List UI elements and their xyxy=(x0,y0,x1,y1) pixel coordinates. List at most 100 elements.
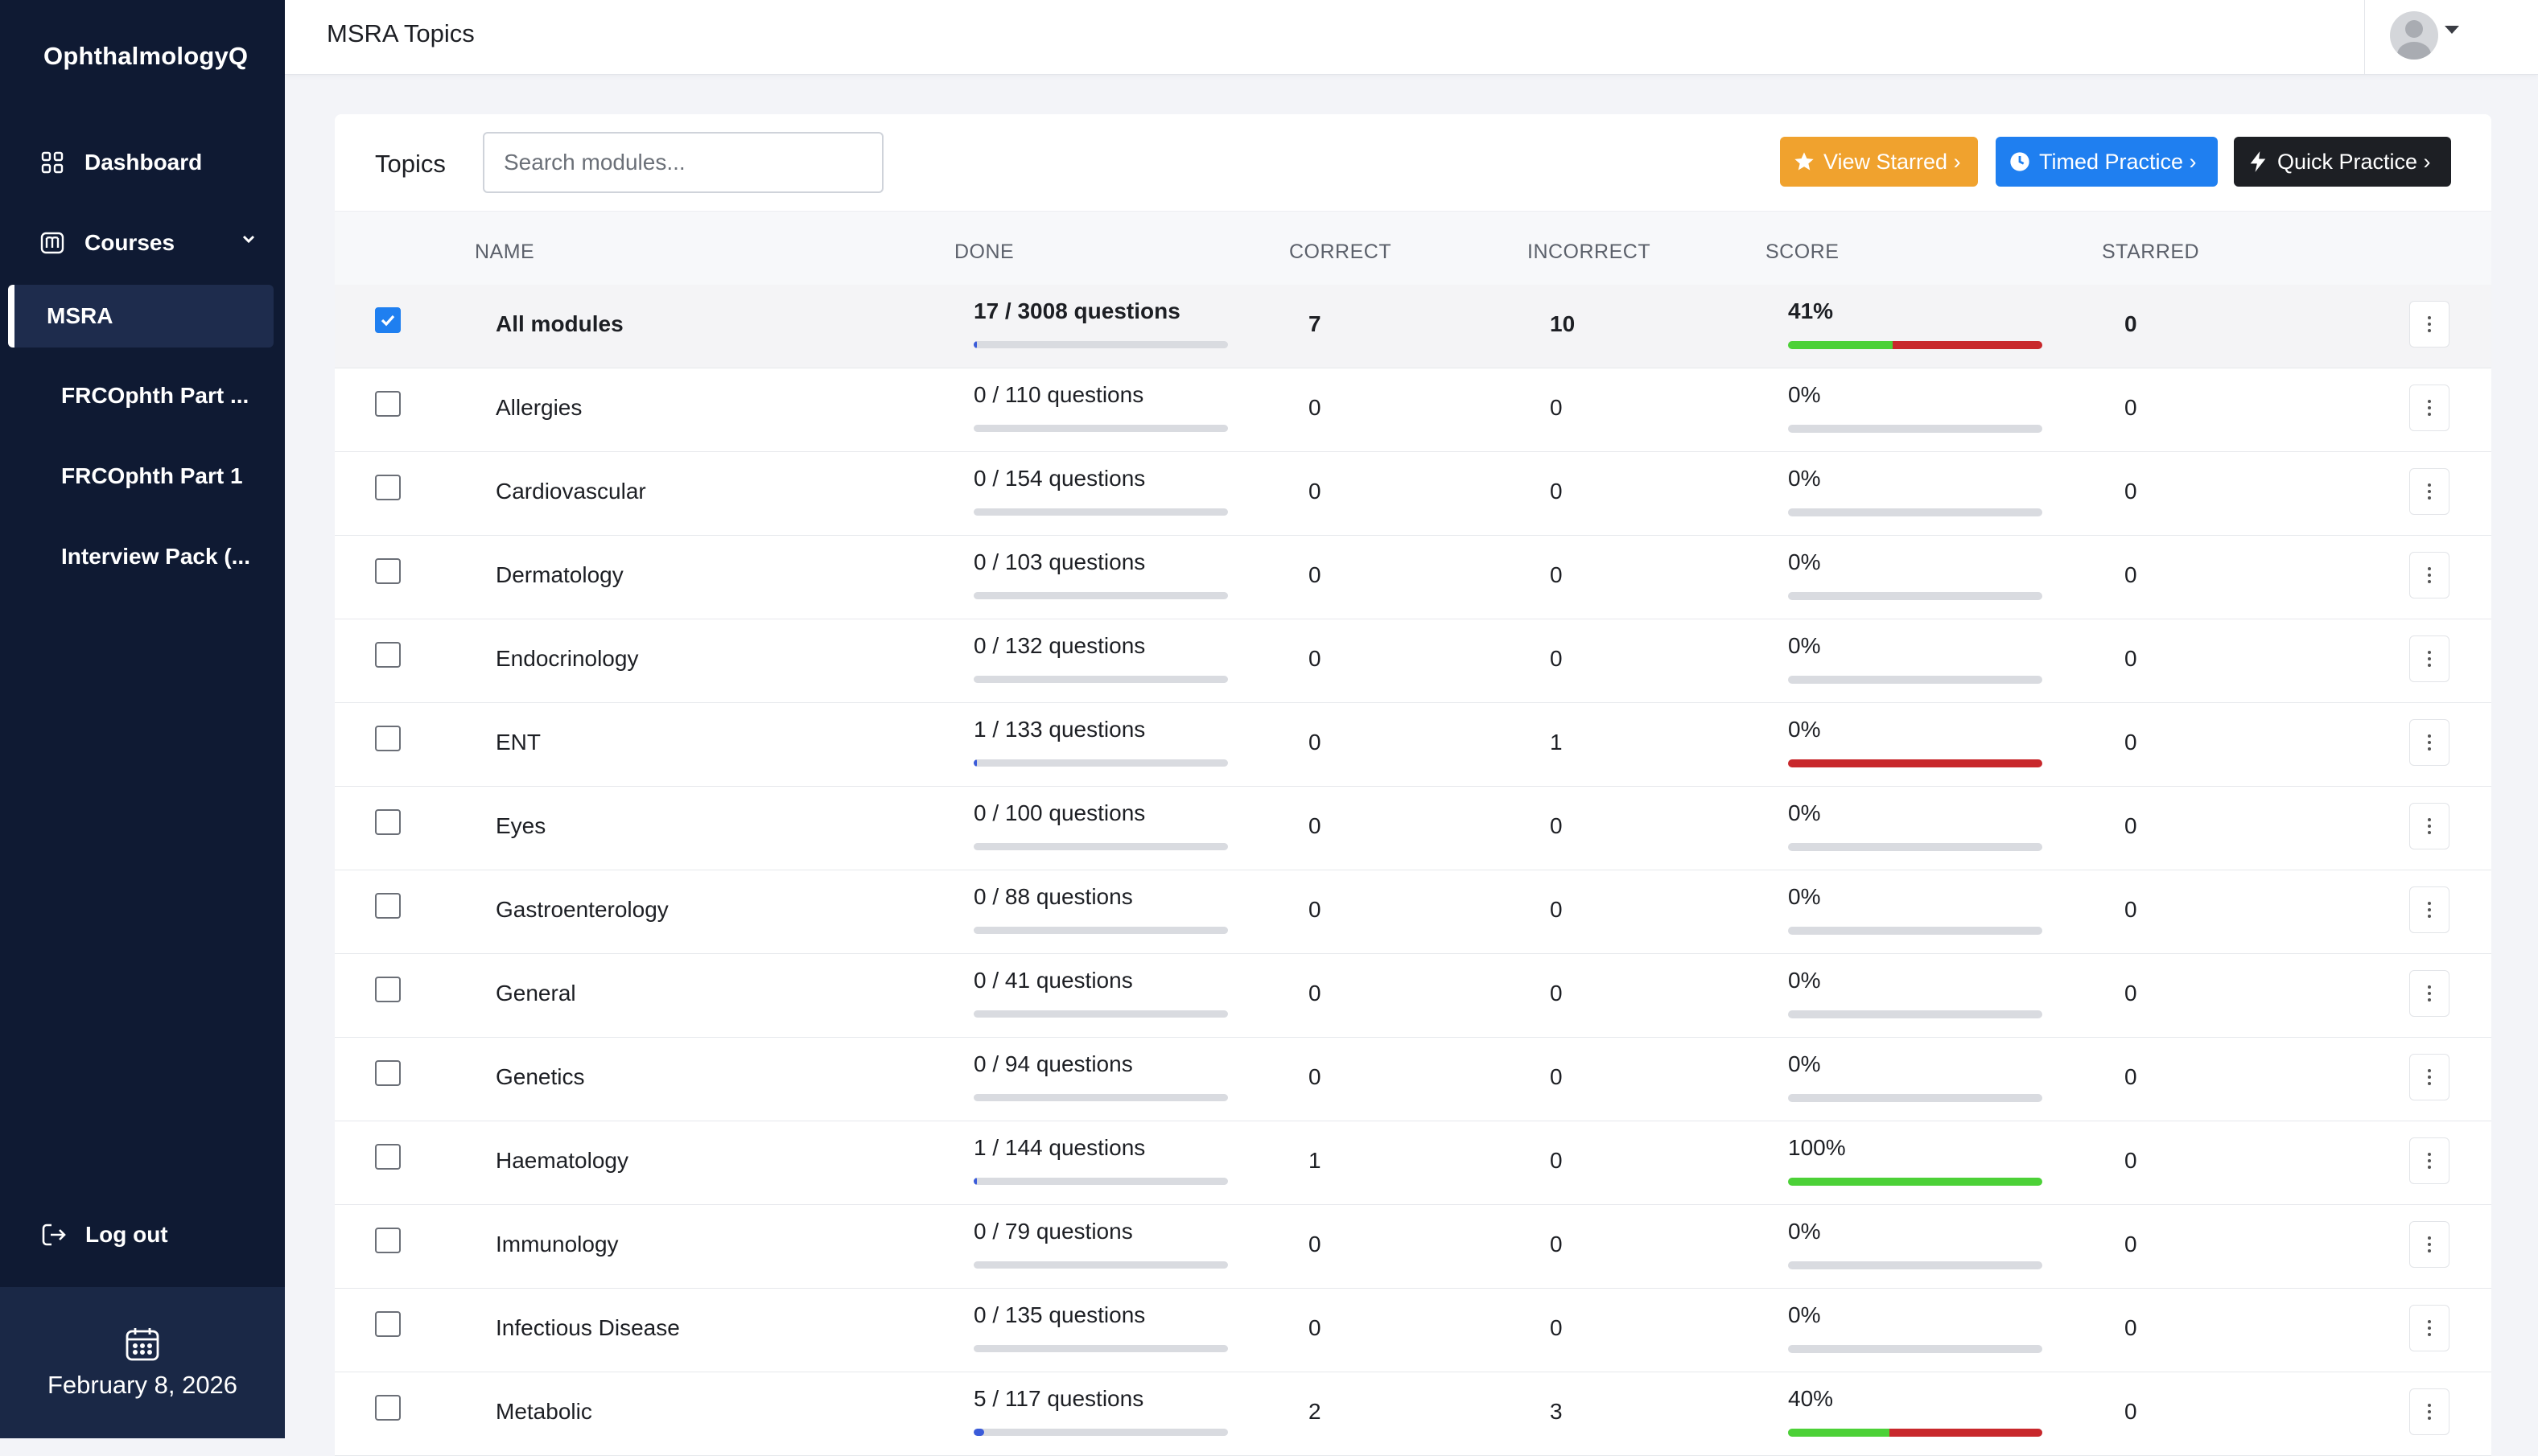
row-checkbox[interactable] xyxy=(375,1144,401,1170)
module-name[interactable]: Allergies xyxy=(496,395,583,420)
row-checkbox[interactable] xyxy=(375,1311,401,1337)
row-menu-button[interactable] xyxy=(2409,886,2449,933)
kebab-icon xyxy=(2428,483,2431,500)
nav-courses[interactable]: Courses xyxy=(40,219,175,267)
row-checkbox[interactable] xyxy=(375,307,401,333)
table-row[interactable]: Haematology 1 / 144 questions 1 0 100% 0 xyxy=(335,1121,2491,1205)
check-icon xyxy=(381,315,395,327)
column-name[interactable]: NAME xyxy=(475,241,535,263)
row-menu-button[interactable] xyxy=(2409,803,2449,849)
chevron-down-icon[interactable] xyxy=(240,230,258,248)
logout-label: Log out xyxy=(85,1222,168,1247)
done-count: 5 / 117 questions xyxy=(974,1386,1144,1411)
page-title: MSRA Topics xyxy=(327,19,475,47)
row-menu-button[interactable] xyxy=(2409,385,2449,431)
module-name[interactable]: Eyes xyxy=(496,813,546,838)
module-name[interactable]: Endocrinology xyxy=(496,646,639,671)
row-menu-button[interactable] xyxy=(2409,301,2449,348)
table-row-all-modules[interactable]: All modules 17 / 3008 questions 7 10 41% 0 xyxy=(335,285,2491,368)
user-icon xyxy=(2397,20,2431,60)
search-input[interactable] xyxy=(483,132,884,193)
sidebar-item-interview-pack[interactable]: Interview Pack (... xyxy=(61,544,250,569)
row-menu-button[interactable] xyxy=(2409,1221,2449,1268)
column-starred[interactable]: STARRED xyxy=(2102,241,2200,263)
table-row[interactable]: Genetics 0 / 94 questions 0 0 0% 0 xyxy=(335,1038,2491,1121)
row-menu-button[interactable] xyxy=(2409,1137,2449,1184)
nav-dashboard-label: Dashboard xyxy=(84,150,203,175)
table-row[interactable]: Endocrinology 0 / 132 questions 0 0 0% 0 xyxy=(335,619,2491,703)
table-row[interactable]: Eyes 0 / 100 questions 0 0 0% 0 xyxy=(335,787,2491,870)
module-name[interactable]: All modules xyxy=(496,311,624,336)
score-bar xyxy=(1788,1178,2042,1186)
score-value: 0% xyxy=(1788,382,1821,407)
avatar[interactable] xyxy=(2390,11,2438,60)
row-menu-button[interactable] xyxy=(2409,970,2449,1017)
module-name[interactable]: Haematology xyxy=(496,1148,628,1173)
table-row[interactable]: Metabolic 5 / 117 questions 2 3 40% 0 xyxy=(335,1372,2491,1456)
row-menu-button[interactable] xyxy=(2409,1305,2449,1351)
row-checkbox[interactable] xyxy=(375,391,401,417)
bolt-icon xyxy=(2247,150,2269,173)
column-done[interactable]: DONE xyxy=(954,241,1015,263)
done-count: 0 / 41 questions xyxy=(974,968,1133,993)
done-count: 0 / 154 questions xyxy=(974,466,1146,491)
row-menu-button[interactable] xyxy=(2409,1054,2449,1100)
table-row[interactable]: Allergies 0 / 110 questions 0 0 0% 0 xyxy=(335,368,2491,452)
score-correct-segment xyxy=(1788,1429,1890,1437)
module-name[interactable]: Immunology xyxy=(496,1232,619,1257)
score-bar xyxy=(1788,425,2042,433)
column-correct[interactable]: CORRECT xyxy=(1289,241,1392,263)
quick-practice-button[interactable]: Quick Practice › xyxy=(2234,137,2451,187)
module-name[interactable]: General xyxy=(496,981,576,1006)
module-name[interactable]: ENT xyxy=(496,730,541,755)
row-menu-button[interactable] xyxy=(2409,1388,2449,1435)
incorrect-count: 0 xyxy=(1550,981,1563,1006)
column-incorrect[interactable]: INCORRECT xyxy=(1527,241,1651,263)
module-name[interactable]: Cardiovascular xyxy=(496,479,646,504)
brand-name[interactable]: OphthalmologyQ xyxy=(43,42,249,70)
table-row[interactable]: ENT 1 / 133 questions 0 1 0% 0 xyxy=(335,703,2491,787)
sidebar-item-frcophth-part[interactable]: FRCOphth Part ... xyxy=(61,383,249,408)
module-name[interactable]: Genetics xyxy=(496,1064,585,1089)
row-menu-button[interactable] xyxy=(2409,719,2449,766)
module-name[interactable]: Dermatology xyxy=(496,562,624,587)
row-checkbox[interactable] xyxy=(375,893,401,919)
table-row[interactable]: Infectious Disease 0 / 135 questions 0 0 0% 0 xyxy=(335,1289,2491,1372)
row-checkbox[interactable] xyxy=(375,1228,401,1253)
column-score[interactable]: SCORE xyxy=(1765,241,1840,263)
view-starred-button[interactable]: View Starred › xyxy=(1780,137,1978,187)
sidebar-item-msra[interactable]: MSRA xyxy=(8,285,274,348)
nav-dashboard[interactable]: Dashboard xyxy=(40,138,202,187)
table-row[interactable]: Dermatology 0 / 103 questions 0 0 0% 0 xyxy=(335,536,2491,619)
correct-count: 0 xyxy=(1308,730,1321,755)
logout-icon xyxy=(42,1224,66,1246)
starred-count: 0 xyxy=(2124,1064,2137,1089)
starred-count: 0 xyxy=(2124,395,2137,420)
table-row[interactable]: Cardiovascular 0 / 154 questions 0 0 0% 0 xyxy=(335,452,2491,536)
row-checkbox[interactable] xyxy=(375,726,401,751)
module-name[interactable]: Infectious Disease xyxy=(496,1315,680,1340)
row-checkbox[interactable] xyxy=(375,558,401,584)
row-menu-button[interactable] xyxy=(2409,468,2449,515)
row-checkbox[interactable] xyxy=(375,1060,401,1086)
caret-down-icon[interactable] xyxy=(2445,26,2459,35)
row-checkbox[interactable] xyxy=(375,977,401,1002)
row-menu-button[interactable] xyxy=(2409,635,2449,682)
module-name[interactable]: Gastroenterology xyxy=(496,897,669,922)
logout-button[interactable]: Log out xyxy=(40,1221,168,1248)
row-menu-button[interactable] xyxy=(2409,552,2449,598)
module-name[interactable]: Metabolic xyxy=(496,1399,592,1424)
table-row[interactable]: General 0 / 41 questions 0 0 0% 0 xyxy=(335,954,2491,1038)
kebab-icon xyxy=(2428,567,2431,583)
table-row[interactable]: Immunology 0 / 79 questions 0 0 0% 0 xyxy=(335,1205,2491,1289)
score-bar xyxy=(1788,1345,2042,1353)
row-checkbox[interactable] xyxy=(375,809,401,835)
row-checkbox[interactable] xyxy=(375,1395,401,1421)
score-incorrect-segment xyxy=(1788,759,2042,767)
row-checkbox[interactable] xyxy=(375,642,401,668)
topics-card: Topics View Starred › Timed Practice › Q… xyxy=(335,114,2491,1456)
sidebar-item-frcophth-part-1[interactable]: FRCOphth Part 1 xyxy=(61,463,243,488)
timed-practice-button[interactable]: Timed Practice › xyxy=(1996,137,2218,187)
table-row[interactable]: Gastroenterology 0 / 88 questions 0 0 0% 0 xyxy=(335,870,2491,954)
row-checkbox[interactable] xyxy=(375,475,401,500)
